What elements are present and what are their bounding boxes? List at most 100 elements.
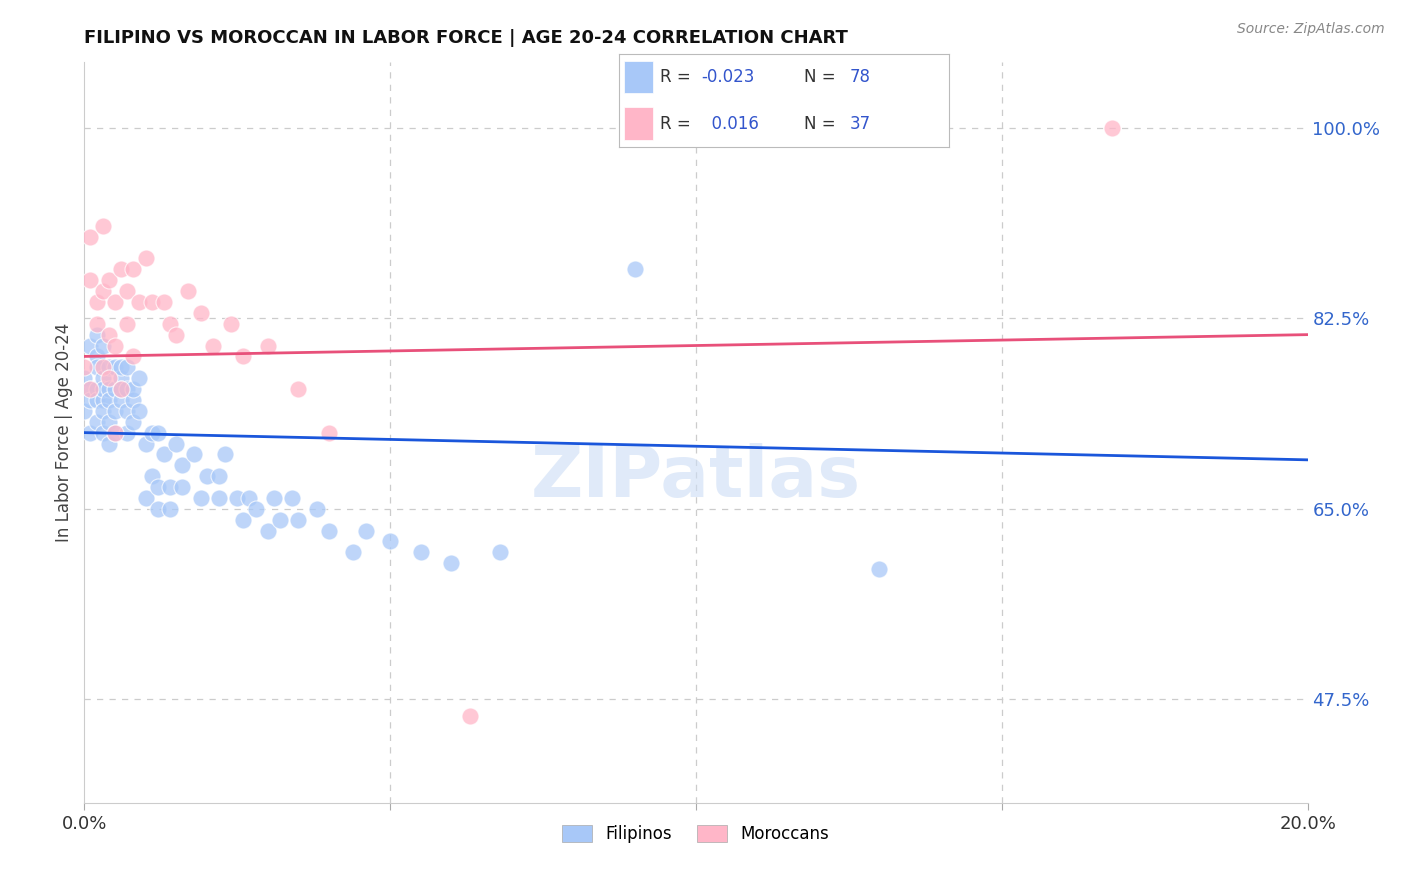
Point xyxy=(141,295,163,310)
Point xyxy=(159,317,181,331)
Bar xyxy=(624,107,654,140)
Point xyxy=(104,425,127,440)
Point xyxy=(458,708,481,723)
Point xyxy=(115,360,138,375)
Point xyxy=(122,262,145,277)
Point xyxy=(79,338,101,352)
Bar xyxy=(624,61,654,94)
Point xyxy=(110,360,132,375)
Point xyxy=(409,545,432,559)
Point xyxy=(141,469,163,483)
Point xyxy=(208,491,231,505)
Point xyxy=(86,327,108,342)
Point xyxy=(115,425,138,440)
Point xyxy=(128,295,150,310)
Point xyxy=(104,404,127,418)
Point xyxy=(79,425,101,440)
Point xyxy=(91,338,114,352)
Point xyxy=(86,317,108,331)
Point xyxy=(97,436,120,450)
Point xyxy=(104,338,127,352)
Point xyxy=(86,392,108,407)
Point xyxy=(183,447,205,461)
Point xyxy=(165,436,187,450)
Point xyxy=(146,501,169,516)
Point xyxy=(195,469,218,483)
Point xyxy=(190,306,212,320)
Point xyxy=(97,371,120,385)
Text: FILIPINO VS MOROCCAN IN LABOR FORCE | AGE 20-24 CORRELATION CHART: FILIPINO VS MOROCCAN IN LABOR FORCE | AG… xyxy=(84,29,848,47)
Point xyxy=(624,262,647,277)
Text: N =: N = xyxy=(804,115,835,133)
Point xyxy=(110,382,132,396)
Point xyxy=(232,513,254,527)
Point xyxy=(97,392,120,407)
Point xyxy=(153,295,176,310)
Point xyxy=(263,491,285,505)
Point xyxy=(122,350,145,364)
Point xyxy=(489,545,512,559)
Text: Source: ZipAtlas.com: Source: ZipAtlas.com xyxy=(1237,22,1385,37)
Point xyxy=(128,404,150,418)
Point xyxy=(104,425,127,440)
Point xyxy=(440,556,463,570)
Point xyxy=(135,252,157,266)
Point xyxy=(238,491,260,505)
Point xyxy=(201,338,224,352)
Point xyxy=(172,480,194,494)
Point xyxy=(226,491,249,505)
Point xyxy=(287,513,309,527)
Text: 78: 78 xyxy=(851,68,870,86)
Point xyxy=(110,392,132,407)
Point xyxy=(91,382,114,396)
Point xyxy=(110,262,132,277)
Point xyxy=(79,382,101,396)
Point xyxy=(219,317,242,331)
Point xyxy=(110,371,132,385)
Point xyxy=(91,425,114,440)
Point xyxy=(97,382,120,396)
Point xyxy=(153,447,176,461)
Point xyxy=(122,392,145,407)
Point xyxy=(305,501,328,516)
Point xyxy=(91,284,114,298)
Text: 0.016: 0.016 xyxy=(702,115,759,133)
Point xyxy=(269,513,291,527)
Point xyxy=(281,491,304,505)
Point xyxy=(97,415,120,429)
Point xyxy=(257,338,280,352)
Point xyxy=(86,350,108,364)
Point xyxy=(104,360,127,375)
Point xyxy=(86,415,108,429)
Point xyxy=(159,480,181,494)
Point xyxy=(1101,120,1123,135)
Text: -0.023: -0.023 xyxy=(702,68,755,86)
Point xyxy=(141,425,163,440)
Point xyxy=(115,382,138,396)
Point xyxy=(115,317,138,331)
Point xyxy=(146,480,169,494)
Point xyxy=(172,458,194,473)
Point xyxy=(97,360,120,375)
Point xyxy=(91,404,114,418)
Point xyxy=(159,501,181,516)
Text: N =: N = xyxy=(804,68,835,86)
Point xyxy=(91,219,114,233)
Point xyxy=(91,392,114,407)
Point xyxy=(122,415,145,429)
Point xyxy=(104,382,127,396)
Point xyxy=(104,295,127,310)
Point xyxy=(79,392,101,407)
Point xyxy=(135,491,157,505)
Point xyxy=(318,524,340,538)
Y-axis label: In Labor Force | Age 20-24: In Labor Force | Age 20-24 xyxy=(55,323,73,542)
Point xyxy=(110,382,132,396)
Point xyxy=(115,284,138,298)
Point xyxy=(354,524,377,538)
Point xyxy=(318,425,340,440)
Point xyxy=(245,501,267,516)
Point xyxy=(97,273,120,287)
Point xyxy=(86,382,108,396)
Point xyxy=(165,327,187,342)
Point xyxy=(115,404,138,418)
